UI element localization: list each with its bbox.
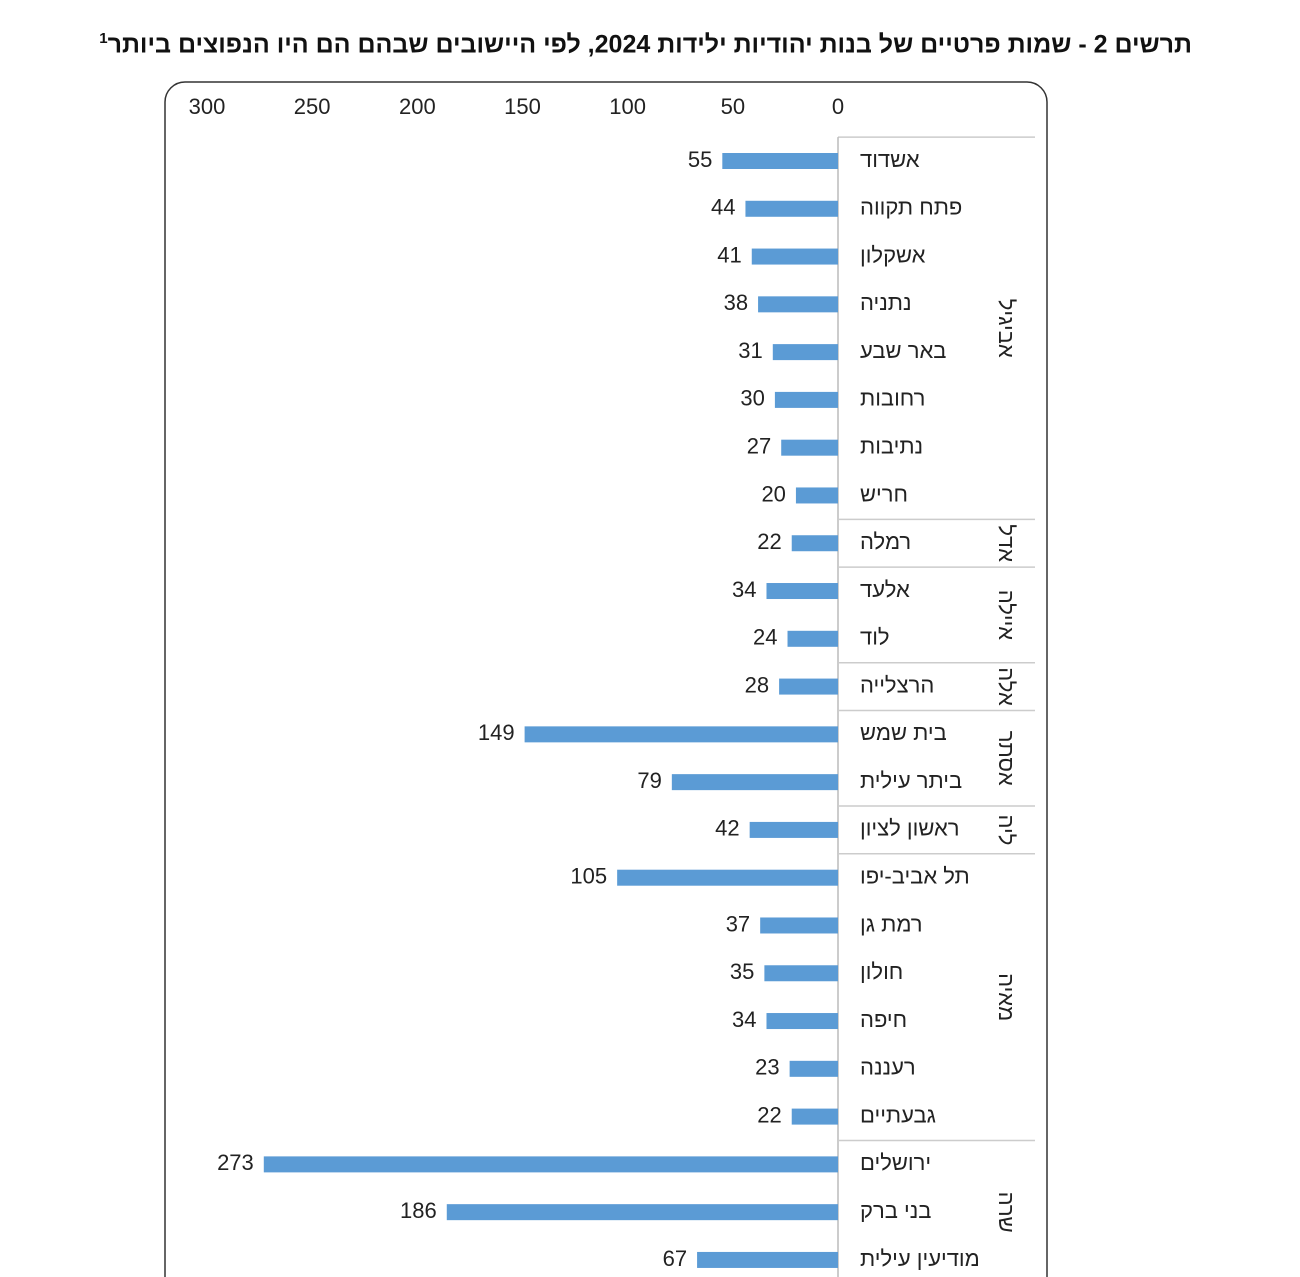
value-label: 149 xyxy=(478,720,515,745)
bar xyxy=(446,1204,838,1221)
value-label: 67 xyxy=(663,1246,687,1271)
value-label: 22 xyxy=(757,529,781,554)
group-label: אלה xyxy=(994,667,1019,706)
category-label: בית שמש xyxy=(860,720,947,745)
category-label: ירושלים xyxy=(860,1150,931,1175)
category-label: רחובות xyxy=(860,386,925,411)
group-label: איילה xyxy=(994,590,1019,641)
bar xyxy=(787,630,838,647)
bar xyxy=(789,1060,838,1077)
bar xyxy=(781,439,838,456)
x-tick-label: 150 xyxy=(504,94,541,119)
bar xyxy=(766,583,838,600)
value-label: 38 xyxy=(724,290,748,315)
x-tick-label: 300 xyxy=(189,94,226,119)
bar xyxy=(764,965,838,982)
category-label: אשקלון xyxy=(860,242,926,267)
category-label: לוד xyxy=(860,625,890,650)
value-label: 105 xyxy=(570,864,607,889)
category-label: רמת גן xyxy=(860,911,923,936)
title-note: 1 xyxy=(99,30,108,47)
bar xyxy=(745,200,838,217)
chart-title: תרשים 2 - שמות פרטיים של בנות יהודיות יל… xyxy=(107,30,1192,59)
bar xyxy=(795,487,838,504)
category-label: הרצלייה xyxy=(860,672,934,697)
value-label: 35 xyxy=(730,959,754,984)
bar xyxy=(791,535,838,552)
value-label: 34 xyxy=(732,1007,756,1032)
value-label: 37 xyxy=(726,911,750,936)
category-label: ביתר עילית xyxy=(860,768,962,793)
bar xyxy=(772,344,838,361)
category-label: בני ברק xyxy=(860,1198,931,1223)
category-label: תל אביב-יפו xyxy=(860,864,970,889)
value-label: 30 xyxy=(740,386,764,411)
category-label: אשדוד xyxy=(860,147,920,172)
category-label: רמלה xyxy=(860,529,911,554)
category-label: מודיעין עילית xyxy=(860,1246,980,1271)
x-tick-label: 200 xyxy=(399,94,436,119)
bar xyxy=(779,678,838,695)
group-label: אדל xyxy=(994,524,1019,562)
bar xyxy=(760,917,838,934)
bar xyxy=(758,296,838,313)
value-label: 41 xyxy=(717,242,741,267)
group-label: מאיה xyxy=(994,973,1019,1021)
value-label: 34 xyxy=(732,577,756,602)
group-label: ליה xyxy=(994,814,1019,845)
x-tick-label: 0 xyxy=(832,94,844,119)
category-label: באר שבע xyxy=(860,338,946,363)
category-label: חריש xyxy=(860,481,908,506)
category-label: נתניה xyxy=(860,290,912,315)
category-label: ראשון לציון xyxy=(860,816,960,841)
value-label: 55 xyxy=(688,147,712,172)
category-label: גבעתיים xyxy=(860,1102,936,1127)
bar xyxy=(751,248,838,265)
bar xyxy=(697,1251,838,1268)
bar xyxy=(524,726,838,743)
category-label: חולון xyxy=(860,959,903,984)
value-label: 79 xyxy=(637,768,661,793)
value-label: 42 xyxy=(715,816,739,841)
bar xyxy=(774,391,838,408)
value-label: 31 xyxy=(738,338,762,363)
bar xyxy=(263,1156,838,1173)
value-label: 23 xyxy=(755,1055,779,1080)
category-label: חיפה xyxy=(860,1007,907,1032)
group-label: אביגיל xyxy=(994,299,1019,358)
value-label: 22 xyxy=(757,1102,781,1127)
category-label: פתח תקווה xyxy=(860,195,962,220)
x-tick-label: 250 xyxy=(294,94,331,119)
bar xyxy=(671,774,838,791)
category-label: נתיבות xyxy=(860,433,923,458)
category-label: אלעד xyxy=(860,577,910,602)
category-label: רעננה xyxy=(860,1055,916,1080)
value-label: 28 xyxy=(745,672,769,697)
value-label: 24 xyxy=(753,625,777,650)
bar xyxy=(617,869,838,886)
chart-frame xyxy=(164,81,1048,1277)
x-tick-label: 50 xyxy=(721,94,745,119)
value-label: 186 xyxy=(400,1198,437,1223)
value-label: 20 xyxy=(761,481,785,506)
bar xyxy=(722,153,838,169)
chart-title-block: תרשים 2 - שמות פרטיים של בנות יהודיות יל… xyxy=(99,30,1192,59)
group-label: שרה xyxy=(994,1192,1019,1233)
bar xyxy=(766,1013,838,1030)
x-tick-label: 100 xyxy=(609,94,646,119)
group-label: אסתר xyxy=(994,731,1019,786)
bar xyxy=(749,821,838,838)
value-label: 27 xyxy=(747,433,771,458)
bar xyxy=(791,1108,838,1125)
value-label: 44 xyxy=(711,195,735,220)
value-label: 273 xyxy=(217,1150,254,1175)
